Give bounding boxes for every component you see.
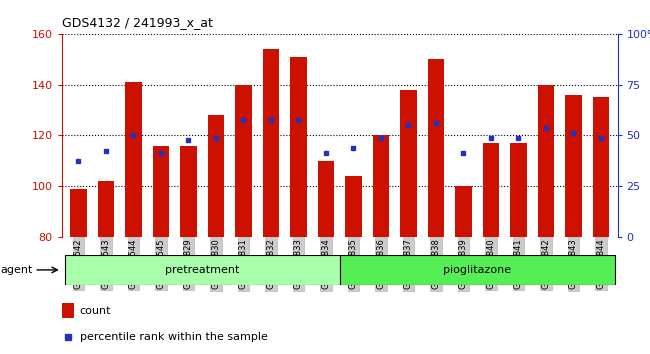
Text: agent: agent bbox=[1, 265, 33, 275]
Bar bbox=[345, 176, 361, 237]
Bar bbox=[235, 85, 252, 237]
Text: GDS4132 / 241993_x_at: GDS4132 / 241993_x_at bbox=[62, 16, 213, 29]
Bar bbox=[339, 255, 615, 285]
Bar bbox=[64, 255, 339, 285]
Bar bbox=[98, 181, 114, 237]
Text: percentile rank within the sample: percentile rank within the sample bbox=[79, 332, 267, 342]
Bar bbox=[566, 95, 582, 237]
Bar bbox=[153, 145, 169, 237]
Bar bbox=[593, 97, 609, 237]
Bar bbox=[207, 115, 224, 237]
Bar bbox=[70, 189, 86, 237]
Text: pretreatment: pretreatment bbox=[165, 265, 239, 275]
Text: pioglitazone: pioglitazone bbox=[443, 265, 512, 275]
Bar bbox=[455, 186, 472, 237]
Bar bbox=[263, 49, 279, 237]
Bar bbox=[483, 143, 499, 237]
Bar bbox=[428, 59, 444, 237]
Text: count: count bbox=[79, 306, 111, 316]
Bar bbox=[510, 143, 526, 237]
Bar bbox=[318, 161, 334, 237]
Bar bbox=[372, 135, 389, 237]
Bar bbox=[290, 57, 307, 237]
Bar bbox=[180, 145, 196, 237]
Bar bbox=[125, 82, 142, 237]
Bar bbox=[538, 85, 554, 237]
Bar bbox=[62, 303, 74, 318]
Bar bbox=[400, 90, 417, 237]
